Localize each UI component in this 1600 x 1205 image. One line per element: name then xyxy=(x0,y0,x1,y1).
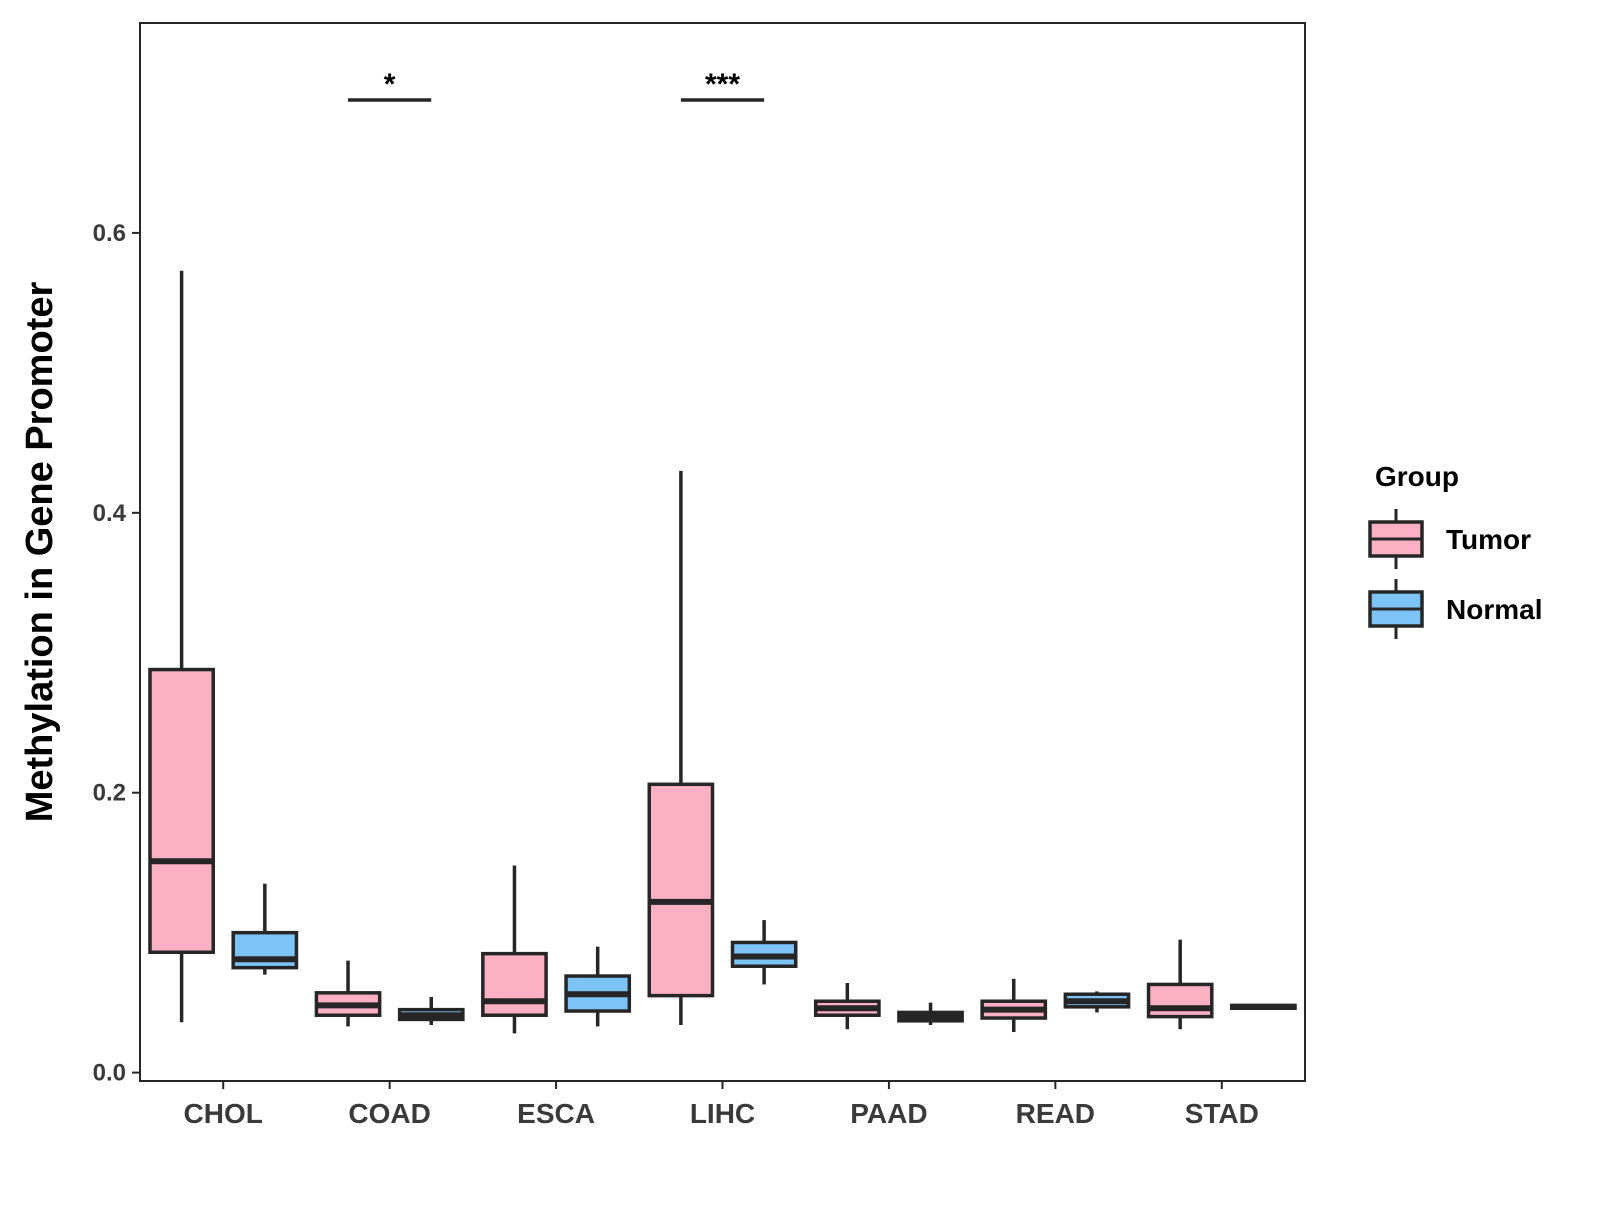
box-normal-esca xyxy=(564,946,632,1027)
x-axis: CHOL COAD ESCA LIHC PAAD READ STAD xyxy=(184,1081,1259,1129)
y-tick-label: 0.4 xyxy=(93,500,127,527)
x-tick-label-coad: COAD xyxy=(348,1098,430,1129)
significance-annotations: * *** xyxy=(348,68,765,102)
box-tumor-read xyxy=(980,978,1048,1033)
box-normal-stad xyxy=(1230,1003,1297,1010)
box-tumor-stad xyxy=(1146,939,1214,1030)
boxes-layer xyxy=(148,270,1297,1034)
significance-label: *** xyxy=(705,68,740,101)
legend-items: Tumor Normal xyxy=(1368,509,1542,639)
box-normal-chol xyxy=(231,883,299,975)
box-normal-lihc xyxy=(730,920,798,985)
x-tick-label-read: READ xyxy=(1016,1098,1095,1129)
x-tick-label-paad: PAAD xyxy=(850,1098,927,1129)
box-tumor-chol xyxy=(148,270,215,1023)
box-normal-paad xyxy=(897,1002,964,1026)
legend-title: Group xyxy=(1375,461,1459,492)
y-axis-title: Methylation in Gene Promoter xyxy=(19,282,61,823)
x-tick-label-stad: STAD xyxy=(1185,1098,1259,1129)
legend-label-normal: Normal xyxy=(1446,594,1542,625)
x-tick-label-chol: CHOL xyxy=(184,1098,263,1129)
box-tumor-paad xyxy=(813,983,881,1030)
panel-border xyxy=(139,22,1306,1082)
box-tumor-esca xyxy=(481,865,548,1034)
significance-label: * xyxy=(384,68,396,101)
y-tick-label: 0.2 xyxy=(93,780,126,807)
box-iqr xyxy=(647,782,715,998)
box-normal-read xyxy=(1063,991,1131,1013)
y-tick-label: 0.0 xyxy=(93,1060,126,1087)
legend-item-normal: Normal xyxy=(1368,579,1542,639)
x-tick-label-lihc: LIHC xyxy=(690,1098,755,1129)
box-iqr xyxy=(481,951,548,1017)
legend-item-tumor: Tumor xyxy=(1368,509,1531,569)
box-iqr xyxy=(1146,982,1214,1019)
x-tick-label-esca: ESCA xyxy=(517,1098,595,1129)
legend: Group Tumor Normal xyxy=(1368,461,1542,639)
box-tumor-lihc xyxy=(647,470,715,1026)
box-iqr xyxy=(231,930,299,970)
y-tick-label: 0.6 xyxy=(93,220,126,247)
box-normal-coad xyxy=(397,997,465,1026)
box-tumor-coad xyxy=(314,960,382,1027)
y-axis: 0.0 0.2 0.4 0.6 xyxy=(93,220,140,1087)
box-iqr xyxy=(148,667,215,954)
legend-label-tumor: Tumor xyxy=(1446,524,1531,555)
